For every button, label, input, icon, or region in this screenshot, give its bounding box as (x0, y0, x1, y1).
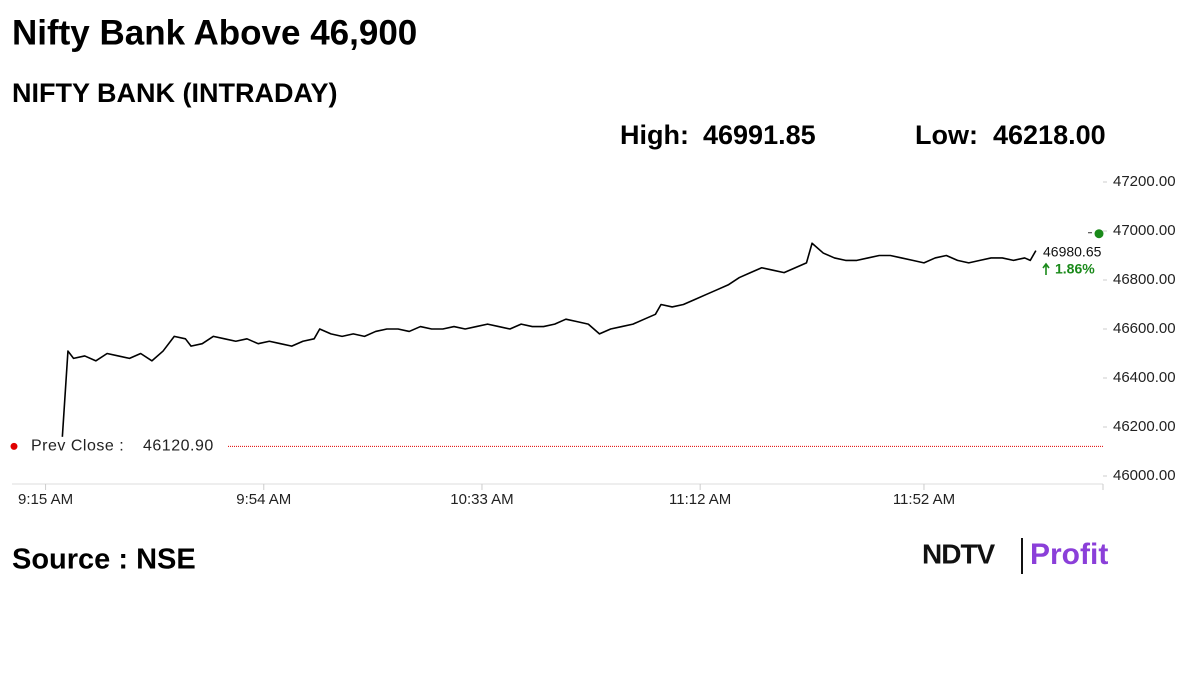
reference-label: Prev Close : (31, 438, 124, 455)
y-tick-label: 46200.00 (1113, 418, 1176, 435)
logo-profit: Profit (1030, 538, 1108, 571)
last-value-label: 46980.65 (1043, 244, 1102, 260)
chart-title: Nifty Bank Above 46,900 (12, 13, 417, 52)
source: Source : NSE (12, 544, 196, 576)
y-tick-label: 47200.00 (1113, 173, 1176, 190)
y-tick-label: 47000.00 (1113, 222, 1176, 239)
high-label: High: (620, 120, 689, 150)
y-tick-label: 46600.00 (1113, 320, 1176, 337)
last-value-dot (1094, 229, 1104, 239)
low-value: 46218.00 (993, 120, 1106, 150)
chart-subtitle: NIFTY BANK (INTRADAY) (12, 78, 338, 108)
change-arrow (1042, 262, 1050, 275)
x-tick-label: 11:12 AM (669, 491, 731, 508)
logo-ndtv: NDTV (922, 538, 996, 569)
y-tick-label: 46000.00 (1113, 467, 1176, 484)
y-tick-label: 46800.00 (1113, 271, 1176, 288)
change-label: 1.86% (1055, 261, 1095, 277)
low-label: Low: (915, 120, 978, 150)
x-tick-label: 11:52 AM (893, 491, 955, 508)
reference-dot (10, 442, 18, 450)
high-value: 46991.85 (703, 120, 816, 150)
y-tick-label: 46400.00 (1113, 369, 1176, 386)
x-tick-label: 10:33 AM (450, 491, 513, 508)
x-tick-label: 9:54 AM (236, 491, 291, 508)
price-line (61, 242, 1037, 437)
reference-value: 46120.90 (143, 438, 214, 455)
x-tick-label: 9:15 AM (18, 491, 73, 508)
